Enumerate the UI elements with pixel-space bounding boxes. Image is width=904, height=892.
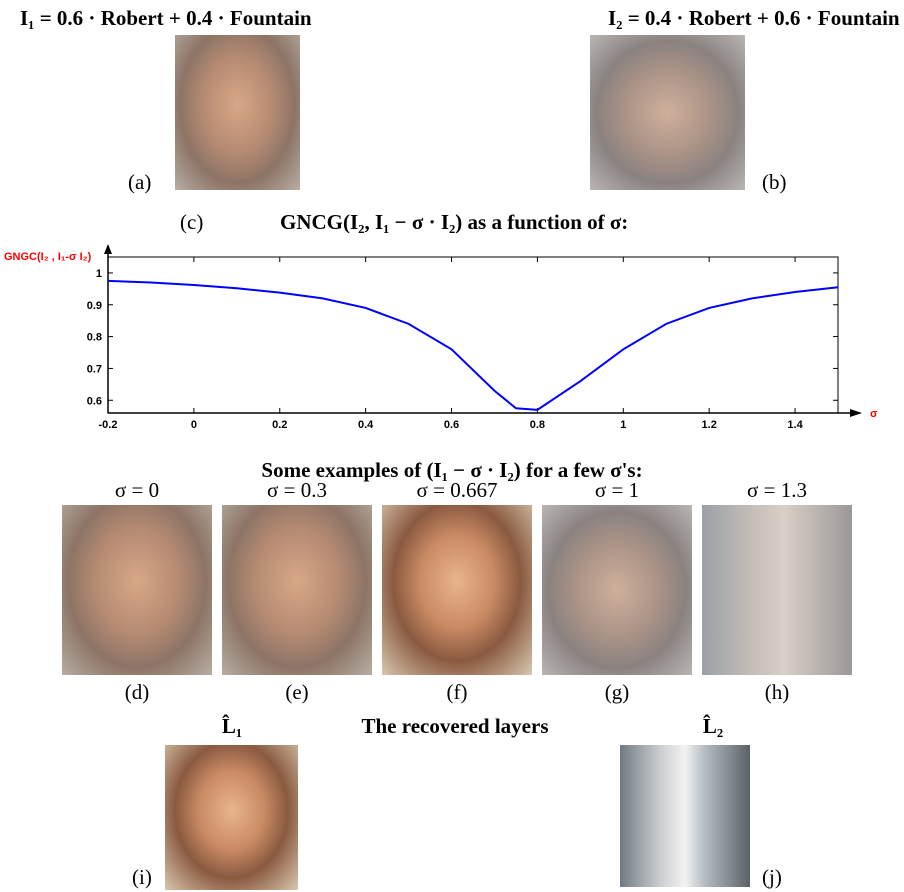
chart: GNGC(I₂ , I₁-σ I₂) σ 0.6 0.7 0.8 0.9 1 -0.2 0 0.2… — [0, 240, 904, 440]
panel-label: (h) — [765, 680, 790, 705]
panel-label: (j) — [762, 865, 782, 890]
photo — [702, 505, 852, 675]
layer-label: L̂₁ — [222, 714, 242, 739]
y-tick-label: 0.8 — [87, 332, 102, 344]
photo — [382, 505, 532, 675]
x-tick-label: 1.4 — [787, 419, 803, 431]
section-title: The recovered layers — [361, 714, 548, 739]
x-tick-label: 0 — [191, 419, 197, 431]
plot-frame — [108, 257, 838, 413]
sigma-label: σ = 1 — [595, 478, 639, 503]
photo — [620, 745, 750, 887]
x-tick-label: 0.2 — [272, 419, 287, 431]
panel-label: (a) — [128, 170, 151, 195]
sigma-label: σ = 0.667 — [417, 478, 498, 503]
panel-label: (i) — [132, 865, 152, 890]
sigma-label: σ = 0.3 — [267, 478, 327, 503]
x-axis-label: σ — [870, 408, 878, 420]
photo — [175, 35, 300, 190]
photo — [542, 505, 692, 675]
photo — [165, 745, 298, 890]
panel-label: (d) — [125, 680, 150, 705]
panel-label: (g) — [605, 680, 630, 705]
photo — [62, 505, 212, 675]
y-tick-label: 0.9 — [87, 300, 102, 312]
photo — [590, 35, 745, 190]
y-axis-label: GNGC(I₂ , I₁-σ I₂) — [4, 251, 92, 263]
x-tick-label: 1.2 — [702, 419, 717, 431]
x-tick-label: 0.6 — [444, 419, 459, 431]
line — [108, 281, 838, 410]
formula: I₁ = 0.6 · Robert + 0.4 · Fountain — [20, 6, 312, 31]
y-tick-label: 0.7 — [87, 363, 102, 375]
photo — [222, 505, 372, 675]
x-axis-arrow — [850, 409, 862, 417]
panel-label: (c) — [180, 210, 203, 235]
x-tick-label: 0.8 — [530, 419, 545, 431]
formula: I₂ = 0.4 · Robert + 0.6 · Fountain — [608, 6, 900, 31]
panel-label: (f) — [447, 680, 468, 705]
x-tick-label: -0.2 — [99, 419, 118, 431]
figure: I₁ = 0.6 · Robert + 0.4 · Fountain I₂ = … — [0, 0, 904, 892]
plot-title: GNCG(I₂, I₁ − σ · I₂) as a function of σ… — [280, 210, 628, 235]
y-tick-label: 0.6 — [87, 395, 102, 407]
layer-label: L̂₂ — [703, 714, 723, 739]
y-axis-arrow — [104, 244, 112, 254]
panel-label: (b) — [762, 170, 787, 195]
x-tick-label: 1 — [620, 419, 626, 431]
y-tick-label: 1 — [96, 268, 102, 280]
sigma-label: σ = 0 — [115, 478, 159, 503]
sigma-label: σ = 1.3 — [747, 478, 807, 503]
x-tick-label: 0.4 — [358, 419, 374, 431]
panel-label: (e) — [285, 680, 308, 705]
